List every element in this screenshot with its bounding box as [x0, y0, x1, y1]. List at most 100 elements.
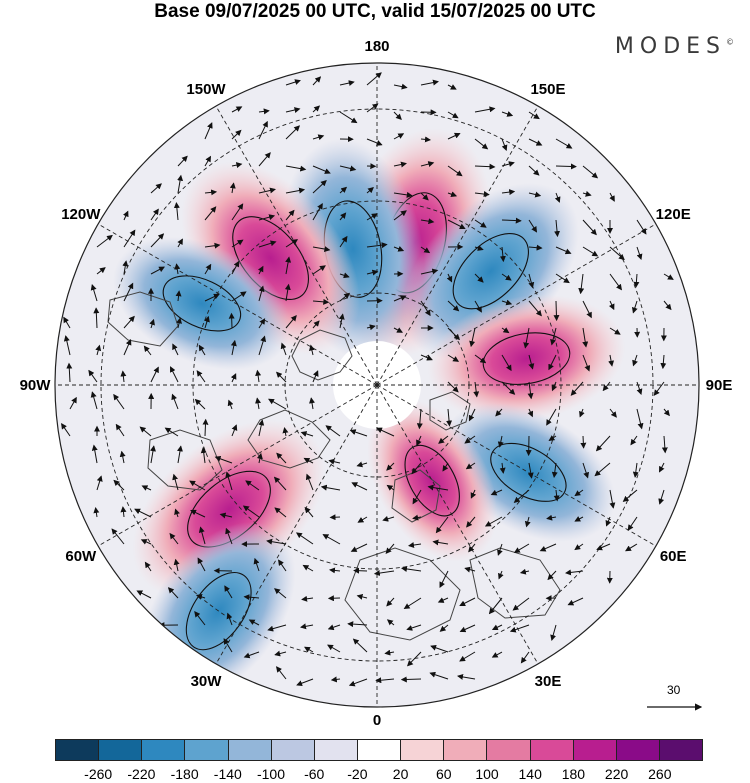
wind-arrow — [555, 138, 573, 149]
wind-arrow — [285, 125, 301, 140]
wind-arrow — [582, 190, 592, 197]
wind-arrow — [150, 445, 156, 464]
wind-arrow — [501, 299, 513, 306]
wind-arrow — [632, 354, 638, 367]
colorbar-segment — [659, 739, 704, 761]
wind-arrow — [248, 619, 260, 626]
wind-arrow — [630, 435, 638, 446]
wind-arrow — [174, 263, 181, 275]
wind-arrow — [93, 307, 100, 329]
wind-arrow — [473, 381, 480, 398]
map-title: Base 09/07/2025 00 UTC, valid 15/07/2025… — [154, 1, 596, 22]
wind-arrow — [550, 624, 557, 641]
meridian-line — [215, 384, 378, 665]
wind-arrow — [636, 246, 643, 261]
wind-arrow — [190, 509, 206, 518]
wind-arrow — [406, 624, 422, 631]
wind-vectors — [61, 72, 674, 687]
wind-arrow — [194, 611, 206, 626]
wind-arrow — [96, 234, 113, 248]
height-contour — [452, 233, 529, 310]
wind-arrow — [579, 408, 585, 418]
wind-arrow — [408, 542, 422, 548]
wind-arrow — [352, 638, 368, 653]
meridian-line — [376, 223, 657, 386]
wind-arrow — [177, 238, 183, 248]
wind-arrow — [339, 80, 355, 86]
wind-arrow — [574, 516, 584, 522]
wind-arrow — [663, 408, 670, 417]
wind-arrow — [474, 106, 496, 113]
wind-arrow — [528, 111, 540, 120]
wind-arrow — [274, 507, 287, 518]
wind-arrow — [512, 597, 530, 611]
wind-arrow — [258, 335, 267, 356]
wind-arrow — [528, 273, 535, 289]
colorbar-tick-label: -100 — [256, 766, 286, 782]
wind-arrow — [469, 327, 476, 348]
wind-arrow — [150, 208, 159, 221]
wind-arrow — [268, 398, 287, 410]
wind-arrow — [474, 163, 496, 170]
wind-arrow — [304, 506, 314, 518]
wind-arrow — [488, 597, 503, 615]
wind-arrow — [329, 567, 341, 574]
wind-arrow — [231, 260, 240, 275]
wind-arrow — [258, 120, 268, 140]
wind-arrow — [366, 138, 383, 146]
wind-arrow — [231, 424, 238, 437]
wind-arrow — [356, 593, 368, 600]
longitude-label-lon-180: 180 — [364, 38, 389, 55]
longitude-label-lon-150w: 150W — [186, 81, 226, 98]
wind-arrow — [528, 244, 543, 251]
wind-arrow — [474, 138, 489, 150]
wind-arrow — [141, 485, 152, 491]
wind-arrow — [339, 111, 358, 124]
wind-arrow — [567, 597, 584, 606]
colorbar-segment — [487, 739, 531, 761]
wind-arrow — [285, 209, 295, 221]
wind-arrow — [609, 273, 622, 291]
wind-arrow — [528, 138, 543, 146]
wind-arrow — [285, 107, 301, 113]
brand-name: MODES — [614, 34, 726, 59]
wind-arrow — [312, 265, 326, 275]
wind-arrow — [347, 621, 368, 628]
wind-arrow — [312, 298, 330, 305]
wind-arrow — [420, 218, 435, 225]
wind-arrow — [420, 354, 433, 361]
wind-arrow — [432, 539, 449, 546]
wind-arrow — [393, 327, 403, 333]
wind-arrow — [230, 373, 237, 383]
wind-arrow — [150, 266, 165, 275]
wind-arrow — [356, 461, 368, 468]
wind-arrow — [366, 242, 388, 249]
reference-vector-label: 30 — [667, 683, 681, 697]
colorbar-segment — [357, 739, 402, 761]
wind-arrow — [150, 233, 165, 248]
longitude-label-lon-60w: 60W — [65, 548, 97, 565]
wind-arrow — [520, 651, 530, 664]
wind-arrow — [312, 246, 331, 252]
wind-arrow — [63, 316, 71, 329]
wind-arrow — [420, 136, 431, 143]
meridian-line — [97, 223, 378, 386]
wind-arrow — [464, 566, 476, 573]
wind-arrow — [134, 508, 152, 518]
wind-arrow — [554, 192, 561, 203]
wind-arrow — [309, 344, 315, 356]
wind-arrow — [491, 624, 503, 630]
wind-arrow — [231, 129, 242, 140]
wind-arrow — [300, 431, 314, 437]
wind-arrow — [393, 161, 407, 168]
wind-arrow — [144, 561, 152, 572]
wind-arrow — [113, 393, 125, 410]
wind-arrow — [663, 300, 672, 311]
wind-arrow — [430, 644, 449, 653]
wind-arrow — [285, 187, 306, 194]
wind-arrow — [663, 273, 674, 280]
wind-arrow — [231, 162, 243, 169]
wind-arrow — [631, 300, 638, 314]
wind-arrow — [312, 76, 322, 86]
wind-arrow — [555, 273, 570, 284]
